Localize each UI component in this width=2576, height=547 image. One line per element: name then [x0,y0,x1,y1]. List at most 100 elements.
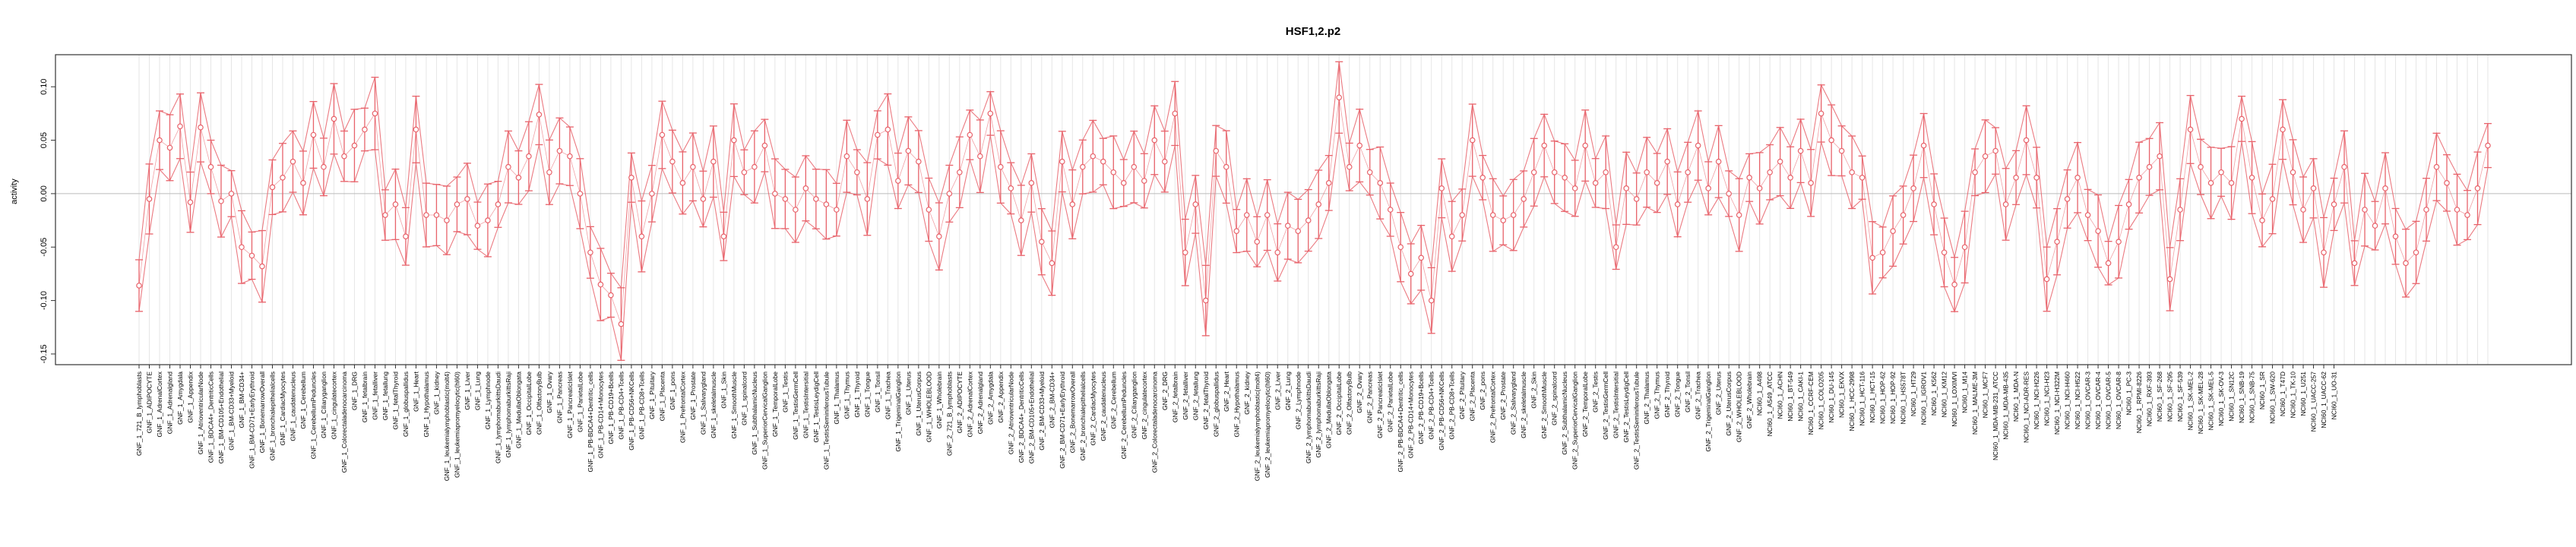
x-tick-label: GNF_1_CerebellumPeduncles [309,372,317,459]
data-point [1808,180,1814,186]
data-point [239,244,245,251]
x-tick-label: GNF_1_BM-CD105+Endothelial [217,372,225,463]
x-tick-label: NCI60_1_HS578T [1900,372,1907,424]
x-tick-label: GNF_1_Ciliaryganglion [320,372,328,438]
x-tick-label: NCI60_1_SK-MEL-28 [2197,372,2204,434]
x-tick-label: GNF_2_Trachea [1695,372,1702,419]
data-point [464,196,470,202]
data-point [2207,180,2214,186]
x-tick-label: NCI60_1_NCI-H23 [2043,372,2051,426]
data-point [382,212,388,218]
data-point [1079,163,1086,170]
data-point [2310,185,2317,191]
data-point [1920,142,1927,149]
x-tick-label: GNF_1_Placenta [658,372,666,421]
data-point [2136,174,2142,181]
x-tick-label: GNF_1_PrefrontalCortex [679,371,686,443]
x-tick-label: NCI60_1_HOP-92 [1889,372,1897,424]
x-tick-label: GNF_1_BonemarrowOverall [258,372,266,453]
data-point [987,110,994,117]
x-tick-label: GNF_2_BDCA4+_DentriticCells [1017,372,1025,463]
data-point [1182,249,1188,256]
data-point [1612,244,1619,251]
x-tick-label: NCI60_1_PC-3 [2125,372,2133,416]
data-point [1767,169,1773,175]
data-point [2290,169,2296,175]
x-tick-label: GNF_2_PB-BDCA4+Dentritic_cells [1397,372,1404,473]
data-point [1274,249,1281,256]
gridlines [138,55,2489,365]
data-point [2485,142,2491,149]
x-axis: GNF_1_721_B_lymphoblasts GNF_1_ADIPOCYTE G… [135,365,2338,481]
data-point [1346,163,1353,170]
x-tick-label: GNF_1_SmoothMuscle [730,372,738,439]
x-tick-label: NCI60_1_HCC-2998 [1848,372,1856,432]
data-point [1849,169,1855,175]
x-tick-label: GNF_1_BM-CD34+ [238,372,245,428]
data-point [1736,212,1742,218]
data-point [587,249,593,256]
data-point [2166,276,2173,283]
x-tick-label: GNF_2_TrigeminalGanglion [1704,372,1712,452]
data-point [967,131,973,138]
data-point [1705,185,1711,191]
data-point [946,191,953,197]
x-tick-label: GNF_2_TemporalLobe [1581,372,1589,437]
data-point [1336,94,1343,101]
data-point [802,185,809,191]
data-point [720,233,727,239]
x-tick-label: GNF_1_TemporalLobe [771,372,779,437]
x-tick-label: GNF_1_pons [669,372,676,410]
data-point [567,153,573,160]
data-point [1623,185,1629,191]
x-tick-label: GNF_2_Testis [1592,372,1600,413]
x-tick-label: NCI60_1_SR [2258,372,2266,409]
x-tick-label: NCI60_1_LOXIMVI [1951,372,1958,427]
data-point [1325,180,1332,186]
x-tick-label: GNF_2_AtrioventricularNode [1007,372,1014,454]
x-tick-label: GNF_2_BM-CD105+Endothelial [1027,372,1035,463]
x-tick-label: GNF_1_CardiacMyocytes [279,372,286,445]
x-tick-label: GNF_1_PB-BDCA4+Dentritic_cells [587,372,594,473]
x-tick-label: GNF_2_PancreaticIslet [1376,371,1384,438]
data-point [1787,174,1793,181]
data-point [1100,158,1106,165]
data-point [536,111,543,118]
data-point [2043,276,2050,283]
data-point [1489,212,1496,218]
data-point [1521,196,1527,202]
data-point [1028,180,1035,186]
data-point [1110,169,1117,175]
data-series [135,61,2492,361]
data-point [136,283,142,289]
x-tick-label: GNF_2_UterusCorpus [1725,372,1733,436]
data-point [813,196,819,202]
data-point [259,263,265,270]
x-tick-label: GNF_2_Hypothalamus [1233,372,1240,437]
x-tick-label: GNF_1_OlfactoryBulb [535,372,543,435]
x-tick-label: GNF_1_Uterus [904,372,912,415]
x-tick-label: GNF_1_leukemiapromyelocytic(hl60) [453,372,460,478]
x-tick-label: GNF_1_PB-CD19+Bcells [607,372,615,444]
x-tick-label: GNF_1_UterusCorpus [915,372,922,436]
x-tick-label: GNF_1_PB-CD4+Tcells [617,372,625,440]
x-tick-label: NCI60_1_HT29 [1910,372,1917,416]
data-point [2125,201,2132,207]
x-tick-label: GNF_1_lymphomaburkittsRaji [505,372,512,457]
x-tick-label: GNF_2_OlfactoryBulb [1346,372,1353,435]
data-point [423,212,429,218]
data-point [2177,207,2183,213]
x-tick-label: GNF_1_Heart [412,371,419,412]
data-point [1756,185,1763,191]
data-point [2351,260,2358,267]
data-point [1018,217,1024,223]
x-tick-label: GNF_1_TrigeminalGanglion [894,372,902,452]
x-tick-label: GNF_1_PB-CD56+NKCells [628,372,635,451]
x-tick-label: GNF_2_fetalbrain [1171,372,1179,422]
x-tick-label: GNF_2_Lymphnode [1294,372,1302,430]
data-point [700,196,707,202]
x-tick-label: GNF_2_Liver [1274,372,1281,410]
data-point [1603,169,1609,175]
data-point [207,163,214,170]
